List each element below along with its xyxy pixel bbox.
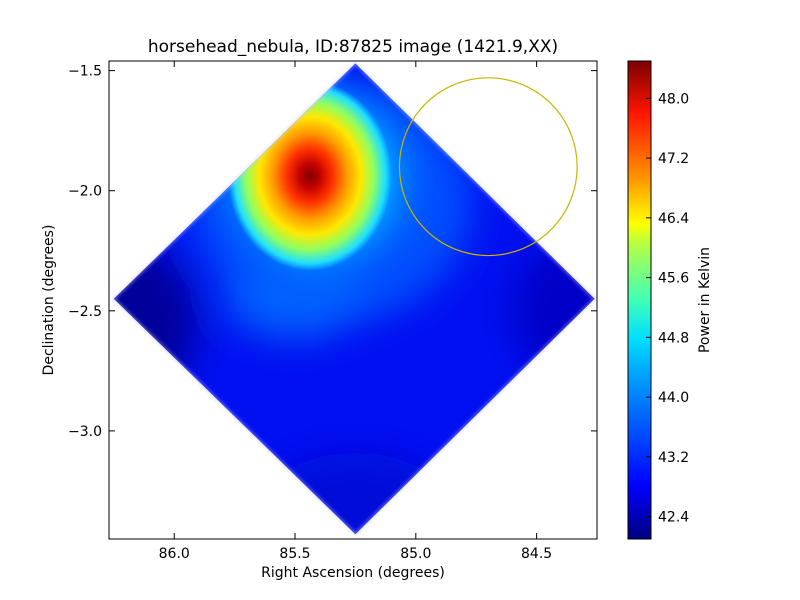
annotation-circle	[398, 77, 578, 257]
colorbar-tick-label: 48.0	[658, 91, 689, 107]
heatmap-image	[112, 62, 597, 536]
chart-title: horsehead_nebula, ID:87825 image (1421.9…	[148, 37, 558, 57]
heatmap-peak	[227, 80, 392, 271]
x-tick-label: 84.5	[521, 546, 552, 562]
colorbar-tick-label: 45.6	[658, 271, 689, 287]
colorbar-tick-label: 44.8	[658, 330, 689, 346]
colorbar-tick-label: 43.2	[658, 450, 689, 466]
plot-frame	[108, 60, 598, 540]
y-axis-label: Declination (degrees)	[41, 225, 57, 376]
x-tick-label: 85.0	[400, 546, 431, 562]
colorbar-tick-label: 42.4	[658, 510, 689, 526]
heatmap-region-south	[265, 452, 446, 535]
heatmap-region-west	[113, 242, 196, 403]
x-axis-label: Right Ascension (degrees)	[261, 565, 445, 581]
x-axis: 86.0 85.5 85.0 84.5	[159, 61, 552, 562]
colorbar-tick-label: 44.0	[658, 390, 689, 406]
colorbar-tick-label: 46.4	[658, 211, 689, 227]
colorbar-gradient	[627, 60, 652, 540]
colorbar-ticks: 42.4 43.2 44.0 44.8 45.6 46.4 47.2 48.0	[646, 91, 689, 526]
x-tick-label: 86.0	[159, 546, 190, 562]
colorbar-label: Power in Kelvin	[697, 247, 713, 353]
y-tick-label: −2.0	[68, 184, 102, 200]
colorbar-tick-label: 47.2	[658, 151, 689, 167]
y-tick-label: −1.5	[68, 64, 102, 80]
y-tick-label: −3.0	[68, 424, 102, 440]
heatmap-region-east	[512, 240, 595, 381]
x-tick-label: 85.5	[279, 546, 310, 562]
heatmap-footprint-edge	[112, 62, 597, 536]
colorbar: 42.4 43.2 44.0 44.8 45.6 46.4 47.2 48.0 Power i…	[627, 60, 713, 540]
y-tick-label: −2.5	[68, 304, 102, 320]
y-axis: −1.5 −2.0 −2.5 −3.0	[68, 64, 597, 440]
